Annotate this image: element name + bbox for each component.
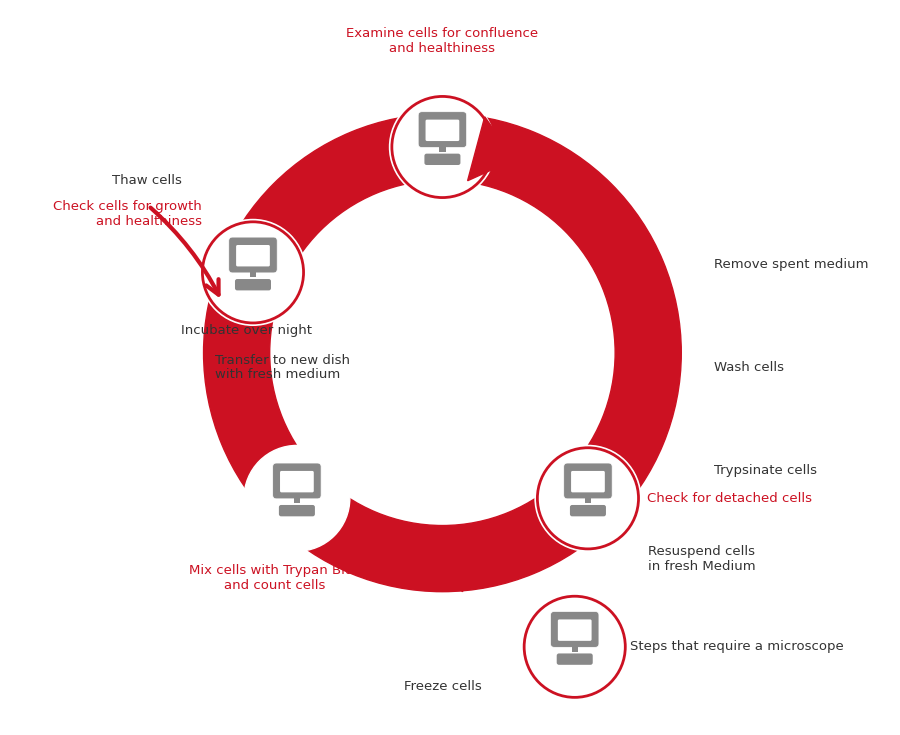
Text: Check cells for growth
and healthiness: Check cells for growth and healthiness [53, 201, 202, 229]
FancyBboxPatch shape [236, 245, 270, 266]
Bar [585, 495, 591, 503]
FancyBboxPatch shape [551, 612, 598, 648]
FancyBboxPatch shape [425, 154, 461, 165]
Text: Trypsinate cells: Trypsinate cells [715, 464, 817, 477]
FancyBboxPatch shape [229, 237, 277, 273]
Text: Resuspend cells
in fresh Medium: Resuspend cells in fresh Medium [648, 545, 756, 573]
FancyBboxPatch shape [418, 112, 466, 148]
Circle shape [390, 94, 495, 200]
Text: Freeze cells: Freeze cells [403, 680, 482, 693]
Polygon shape [468, 117, 515, 181]
FancyBboxPatch shape [557, 653, 593, 664]
FancyBboxPatch shape [235, 279, 271, 290]
Text: Remove spent medium: Remove spent medium [715, 258, 868, 271]
Text: Check for detached cells: Check for detached cells [647, 492, 812, 505]
FancyBboxPatch shape [563, 463, 612, 499]
Polygon shape [422, 526, 463, 592]
Bar [293, 495, 300, 503]
Bar [439, 144, 446, 151]
Text: Transfer to new dish
with fresh medium: Transfer to new dish with fresh medium [214, 354, 349, 381]
Text: Mix cells with Trypan Blue
and count cells: Mix cells with Trypan Blue and count cel… [188, 564, 361, 592]
Text: Thaw cells: Thaw cells [112, 173, 182, 187]
Text: Steps that require a microscope: Steps that require a microscope [630, 640, 843, 653]
FancyBboxPatch shape [426, 120, 459, 141]
FancyBboxPatch shape [558, 620, 591, 641]
Bar [250, 270, 256, 277]
Circle shape [244, 445, 350, 551]
Text: Incubate over night: Incubate over night [182, 324, 312, 337]
FancyBboxPatch shape [273, 463, 321, 499]
Bar [572, 644, 578, 651]
Text: Examine cells for confluence
and healthiness: Examine cells for confluence and healthi… [346, 27, 538, 55]
FancyBboxPatch shape [570, 505, 606, 516]
FancyBboxPatch shape [280, 471, 314, 492]
Circle shape [535, 445, 641, 551]
Text: Wash cells: Wash cells [715, 361, 785, 374]
FancyBboxPatch shape [279, 505, 315, 516]
FancyBboxPatch shape [572, 471, 605, 492]
Circle shape [200, 220, 306, 326]
